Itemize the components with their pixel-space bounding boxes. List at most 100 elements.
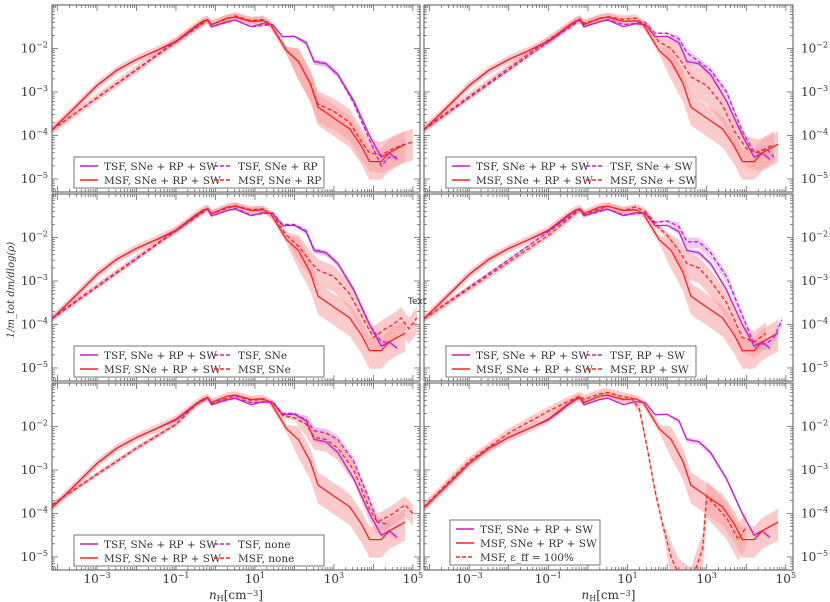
panel-e: 10−210−310−410−510−3 10−1 101 103 105nH[cm−3… [21,382,423,602]
legend: TSF, SNe + RP + SW MSF, SNe + RP + SW TSF,… [445,156,697,189]
x-axis-label: nH[cm−3] [209,588,263,602]
y-tick-exp: −3 [816,84,828,93]
legend-label: MSF, SNe [238,364,291,376]
y-tick-base: 10 [21,463,36,477]
x-tick-exp: 3 [339,571,344,580]
y-tick-label: 10−4 [801,127,828,142]
series-line-tsf-dashed [424,18,775,158]
x-tick-base: 10 [83,572,98,586]
y-tick-exp: −5 [816,360,828,369]
y-tick-base: 10 [21,41,36,55]
x-tick-base: 10 [776,572,791,586]
plot-area [52,202,418,369]
legend-label: TSF, SNe + RP + SW [104,350,217,362]
legend-label: MSF, SNe + RP + SW [104,553,221,565]
y-tick-base: 10 [21,274,36,288]
x-label-main: n [209,588,217,602]
series-line-msf-solid [424,16,779,163]
y-tick-base: 10 [801,463,816,477]
x-tick-base: 10 [403,572,418,586]
plot-area [424,202,783,369]
y-tick-exp: −2 [36,229,48,238]
y-tick-label: 10−2 [21,229,48,244]
legend-label: MSF, SNe + RP + SW [104,364,221,376]
series-line-msf-solid [52,16,406,163]
x-label-unit: [cm [224,588,247,602]
x-tick-base: 10 [162,572,177,586]
y-tick-label: 10−2 [801,229,828,244]
x-axis-label: nH[cm−3] [582,588,636,602]
band-tsf [424,207,782,351]
stray-text-label: Text [407,297,427,307]
x-label-unit-exp: −3 [619,589,631,598]
y-tick-label: 10−5 [801,171,828,186]
legend-box [449,519,601,566]
x-label-unit-close: ] [258,588,263,602]
plot-area [52,12,414,180]
x-tick-base: 10 [456,572,471,586]
legend-label: TSF, SNe + RP + SW [476,350,589,362]
y-tick-label: 10−5 [21,549,48,564]
y-tick-base: 10 [801,41,816,55]
band-msf [52,13,405,180]
panel-f: 10−210−310−410−510−3 10−1 101 103 105nH[cm−3… [423,382,828,602]
y-tick-exp: −3 [36,462,48,471]
series-line-msf-solid [424,205,779,352]
y-tick-exp: −2 [36,40,48,49]
series-line-msf-dashed [424,205,767,343]
plot-area [424,12,779,180]
y-tick-base: 10 [801,317,816,331]
x-tick-base: 10 [697,572,712,586]
legend-box [73,156,325,189]
x-tick-base: 10 [245,572,260,586]
x-label-main: n [582,588,590,602]
x-tick-exp: −1 [178,571,190,580]
legend: TSF, SNe + RP + SW MSF, SNe + RP + SW TSF,… [73,345,325,378]
y-tick-exp: −3 [36,84,48,93]
y-tick-label: 10−5 [21,360,48,375]
y-tick-exp: −5 [816,171,828,180]
y-tick-label: 10−2 [801,418,828,433]
y-tick-label: 10−5 [801,360,828,375]
plot-area [424,388,779,570]
series-line-msf-dashed [52,395,414,524]
y-tick-base: 10 [21,317,36,331]
y-tick-exp: −3 [36,273,48,282]
y-tick-exp: −5 [816,549,828,558]
series-line-msf-solid [424,394,779,541]
legend-label: TSF, none [238,539,291,551]
x-tick-exp: −1 [550,571,562,580]
y-tick-label: 10−3 [21,84,48,99]
x-label-unit-close: ] [631,588,636,602]
y-tick-exp: −5 [36,549,48,558]
series-line-tsf-dashed [52,19,398,168]
band-msf [424,202,778,369]
y-tick-exp: −4 [816,505,828,514]
x-tick-base: 10 [324,572,339,586]
legend: TSF, SNe + RP + SW MSF, SNe + RP + SW MSF,… [449,519,601,566]
series-line-tsf-dashed [424,208,783,345]
x-tick-label: 10−3 [83,571,110,586]
x-tick-exp: 5 [418,571,423,580]
y-tick-label: 10−2 [21,40,48,55]
legend: TSF, SNe + RP + SW MSF, SNe + RP + SW TSF,… [73,156,325,189]
legend: TSF, SNe + RP + SW MSF, SNe + RP + SW TSF,… [73,534,325,567]
y-tick-label: 10−5 [801,549,828,564]
y-tick-exp: −5 [36,360,48,369]
y-tick-exp: −5 [36,171,48,180]
legend: TSF, SNe + RP + SW MSF, SNe + RP + SW TSF,… [445,345,697,378]
legend-label: TSF, SNe + RP + SW [104,539,217,551]
legend-box [445,345,697,378]
x-tick-base: 10 [617,572,632,586]
y-axis-label: 1/m_tot dm/dlog(ρ) [6,242,17,339]
y-tick-base: 10 [21,419,36,433]
y-tick-label: 10−3 [801,84,828,99]
series-line-msf-solid [52,394,406,541]
legend-label: MSF, SNe + SW [610,175,697,187]
y-tick-base: 10 [21,550,36,564]
y-tick-exp: −2 [816,229,828,238]
legend-label: MSF, RP + SW [610,364,689,376]
y-tick-label: 10−3 [801,462,828,477]
